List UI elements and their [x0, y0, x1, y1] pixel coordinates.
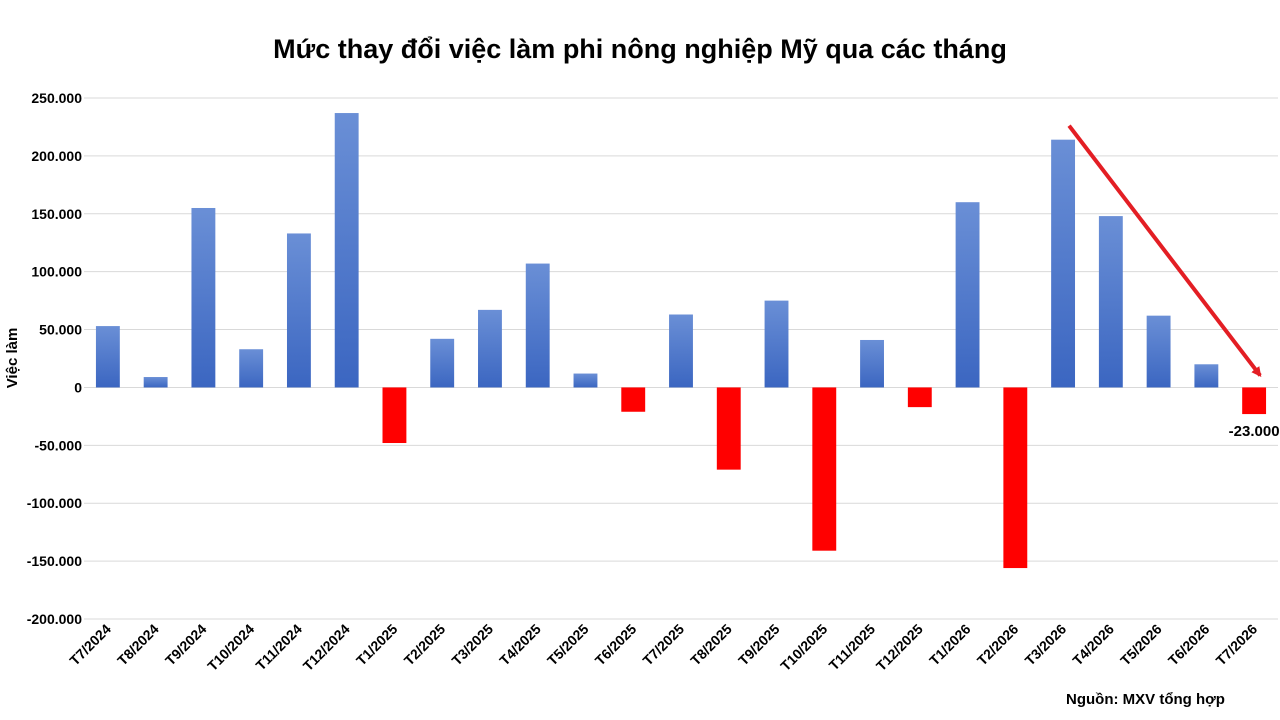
bar-t10-2024	[239, 349, 264, 388]
bar-t7-2026	[1242, 387, 1267, 415]
data-label: -23.000	[1229, 423, 1280, 440]
bar-t10-2025	[812, 387, 837, 551]
x-tick-label: T8/2025	[687, 621, 735, 669]
bar-t7-2025	[669, 314, 693, 388]
bar-t12-2025	[907, 387, 932, 408]
bar-t4-2026	[1098, 216, 1123, 388]
x-tick-label: T11/2025	[826, 621, 879, 674]
x-tick-label: T5/2026	[1117, 621, 1165, 669]
bar-t1-2026	[955, 202, 980, 388]
bar-t6-2026	[1194, 364, 1219, 388]
bar-t7-2024	[95, 326, 120, 388]
source-note: Nguồn: MXV tổng hợp	[1066, 691, 1225, 708]
x-tick-label: T11/2024	[252, 621, 305, 674]
bar-t11-2024	[286, 233, 311, 388]
y-tick-label: -200.000	[27, 611, 82, 627]
x-tick-label: T4/2025	[496, 621, 544, 669]
chart-title: Mức thay đổi việc làm phi nông nghiệp Mỹ…	[273, 34, 1007, 64]
y-tick-label: -100.000	[27, 495, 82, 511]
x-tick-label: T6/2025	[592, 621, 640, 669]
x-tick-label: T9/2025	[735, 621, 783, 669]
y-tick-label: 50.000	[39, 322, 82, 338]
bar-t6-2025	[621, 387, 646, 412]
trend-arrow	[1067, 124, 1262, 378]
bar-t9-2024	[191, 207, 216, 388]
bar-t2-2025	[430, 338, 455, 388]
x-tick-label: T1/2026	[926, 621, 974, 669]
x-tick-label: T7/2025	[639, 621, 687, 669]
x-tick-label: T1/2025	[353, 621, 401, 669]
y-tick-label: 200.000	[31, 148, 82, 164]
x-tick-label: T12/2024	[300, 621, 353, 674]
x-tick-label: T10/2024	[204, 621, 257, 674]
bar-t1-2025	[382, 387, 407, 444]
x-tick-label: T8/2024	[114, 621, 162, 669]
x-tick-label: T6/2026	[1165, 621, 1213, 669]
y-tick-label: 0	[74, 379, 82, 395]
x-tick-label: T3/2026	[1022, 621, 1070, 669]
x-tick-label: T10/2025	[777, 621, 830, 674]
x-tick-label: T5/2025	[544, 621, 592, 669]
bar-t2-2026	[1003, 387, 1028, 569]
y-axis-label: Việc làm	[4, 328, 21, 389]
x-tick-label: T12/2025	[873, 621, 926, 674]
y-tick-label: 250.000	[31, 90, 82, 106]
bar-t3-2026	[1051, 139, 1076, 388]
x-tick-label: T2/2026	[974, 621, 1022, 669]
x-tick-label: T4/2026	[1069, 621, 1117, 669]
x-tick-label: T2/2025	[401, 621, 449, 669]
x-tick-label: T7/2026	[1213, 621, 1261, 669]
y-tick-label: -50.000	[35, 437, 83, 453]
bar-t3-2025	[478, 309, 502, 388]
x-tick-label: T3/2025	[448, 621, 496, 669]
bar-t12-2024	[334, 113, 359, 388]
bar-t8-2025	[716, 387, 741, 470]
bar-t5-2025	[573, 373, 598, 388]
bar-t9-2025	[764, 300, 789, 388]
bar-t4-2025	[525, 263, 550, 388]
bar-t8-2024	[143, 377, 168, 388]
y-tick-label: 100.000	[31, 264, 82, 280]
y-tick-label: -150.000	[27, 553, 82, 569]
x-tick-label: T9/2024	[162, 621, 210, 669]
bar-t5-2026	[1146, 315, 1171, 388]
y-tick-label: 150.000	[31, 206, 82, 222]
x-tick-label: T7/2024	[66, 621, 114, 669]
bar-t11-2025	[860, 339, 884, 388]
